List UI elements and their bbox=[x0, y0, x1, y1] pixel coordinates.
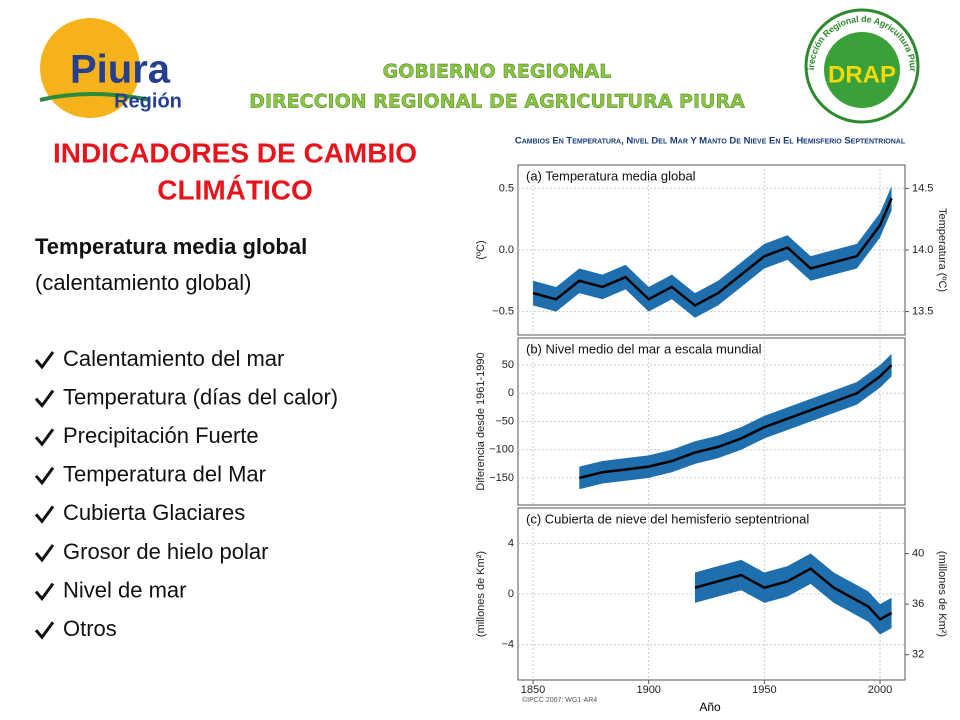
y-axis-label: Diferencia desde 1961-1990 bbox=[475, 352, 487, 490]
check-icon bbox=[34, 466, 55, 486]
y-tick-label: −50 bbox=[495, 415, 514, 427]
item-text: Nivel de mar bbox=[63, 577, 186, 602]
y-tick-label: 0.0 bbox=[499, 244, 514, 256]
x-tick-label: 1950 bbox=[752, 684, 776, 696]
x-tick-label: 2000 bbox=[868, 684, 892, 696]
slide-title: CLIMÁTICO bbox=[157, 174, 313, 205]
check-icon bbox=[34, 351, 55, 370]
y-tick-label: 50 bbox=[502, 359, 514, 371]
chart: Cambios En Temperatura, Nivel Del Mar Y … bbox=[475, 136, 948, 715]
item-text: Grosor de hielo polar bbox=[63, 539, 268, 564]
chart-title: Cambios En Temperatura, Nivel Del Mar Y … bbox=[515, 136, 906, 147]
y-tick-label: −4 bbox=[501, 638, 514, 650]
y2-axis-label: (millones de Km²) bbox=[936, 551, 948, 637]
uncertainty-band bbox=[533, 185, 892, 318]
logo-name: Piura bbox=[70, 48, 171, 92]
y2-axis-label: Temperatura (ºC) bbox=[936, 208, 948, 292]
topic: Temperatura media global bbox=[35, 234, 307, 259]
check-icon bbox=[34, 428, 55, 447]
y2-tick-label: 36 bbox=[912, 598, 924, 610]
panel-title: (b) Nivel medio del mar a escala mundial bbox=[526, 341, 762, 356]
x-tick-label: 1900 bbox=[636, 684, 660, 696]
y-tick-label: −100 bbox=[489, 444, 514, 456]
header-line: GOBIERNO REGIONAL bbox=[383, 61, 612, 83]
credit: ©IPCC 2007: WG1-AR4 bbox=[522, 696, 597, 704]
check-icon bbox=[34, 389, 55, 409]
panel-title: (c) Cubierta de nieve del hemisferio sep… bbox=[526, 511, 809, 526]
check-icon bbox=[34, 544, 55, 563]
item-text: Temperatura del Mar bbox=[63, 462, 266, 487]
y-tick-label: 0 bbox=[508, 588, 514, 600]
y-tick-label: 0.5 bbox=[499, 182, 514, 194]
y-tick-label: −150 bbox=[489, 472, 514, 484]
x-axis-label: Año bbox=[699, 700, 721, 714]
uncertainty-band bbox=[694, 553, 892, 635]
item-text: Precipitación Fuerte bbox=[63, 423, 259, 448]
item-text: Temperatura (días del calor) bbox=[63, 384, 338, 409]
item-text: Cubierta Glaciares bbox=[63, 500, 245, 525]
slide-title: INDICADORES DE CAMBIO bbox=[53, 137, 417, 168]
check-icon bbox=[34, 505, 55, 524]
y2-tick-label: 40 bbox=[912, 547, 924, 559]
panel-title: (a) Temperatura media global bbox=[526, 168, 696, 183]
series-line bbox=[579, 364, 893, 480]
y-tick-label: −0.5 bbox=[492, 306, 514, 318]
y-tick-label: 0 bbox=[508, 387, 514, 399]
y2-tick-label: 32 bbox=[912, 649, 924, 661]
series-line bbox=[532, 197, 893, 307]
y-axis-label: (ºC) bbox=[475, 240, 487, 259]
header-line: DIRECCION REGIONAL DE AGRICULTURA PIURA bbox=[249, 91, 745, 113]
topic-note: (calentamiento global) bbox=[35, 270, 251, 295]
piura-logo: Piura Región bbox=[39, 18, 182, 118]
check-icon bbox=[34, 621, 55, 640]
y2-tick-label: 13.5 bbox=[912, 306, 933, 318]
item-list: Calentamiento del mar Temperatura (días d… bbox=[34, 346, 338, 641]
series-line bbox=[694, 567, 893, 621]
logo-name: DRAP bbox=[828, 61, 896, 88]
y-axis-label: (millones de Km²) bbox=[475, 551, 487, 637]
uncertainty-band bbox=[579, 353, 892, 490]
y2-tick-label: 14.0 bbox=[912, 244, 933, 256]
item-text: Otros bbox=[63, 616, 117, 641]
y2-tick-label: 14.5 bbox=[912, 182, 933, 194]
logo-sub: Región bbox=[114, 90, 182, 112]
item-text: Calentamiento del mar bbox=[63, 346, 284, 371]
x-tick-label: 1850 bbox=[521, 684, 545, 696]
check-icon bbox=[34, 582, 55, 602]
y-tick-label: 4 bbox=[508, 537, 514, 549]
